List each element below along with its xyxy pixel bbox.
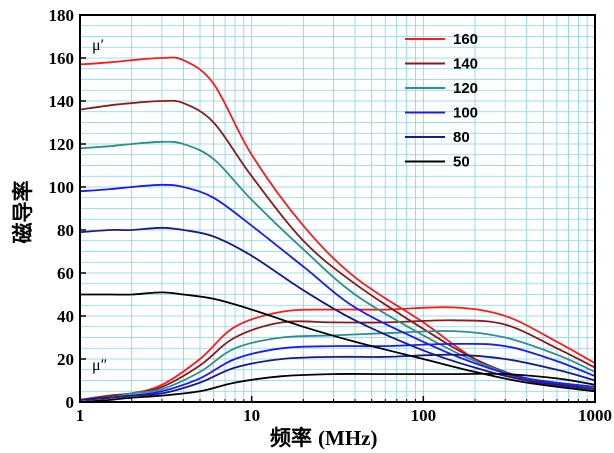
series-line-mu-prime-80 <box>79 226 596 390</box>
x-tick-label: 1000 <box>578 406 612 425</box>
y-tick-label: 100 <box>49 178 75 197</box>
legend-label-50: 50 <box>453 154 470 171</box>
series-line-mu-double-prime-120 <box>79 330 596 401</box>
y-axis-title: 磁导率 <box>11 181 35 244</box>
legend-label-120: 120 <box>453 80 478 97</box>
y-tick-label: 20 <box>57 350 74 369</box>
x-tick-label: 100 <box>411 406 437 425</box>
legend-label-140: 140 <box>453 56 478 73</box>
mu-prime-label: μ′ <box>92 37 104 54</box>
series-line-mu-double-prime-160 <box>79 306 596 401</box>
mu-double-prime-label: μ″ <box>92 357 107 374</box>
grid-lines <box>80 15 595 402</box>
y-tick-label: 40 <box>57 307 74 326</box>
x-tick-label: 1 <box>76 406 85 425</box>
legend-label-160: 160 <box>453 31 478 48</box>
x-axis-title: 频率 <box>270 426 312 450</box>
y-tick-label: 60 <box>57 264 74 283</box>
series-line-mu-prime-50 <box>80 291 596 393</box>
series-line-mu-prime-140 <box>79 99 596 390</box>
series-line-mu-prime-100 <box>79 183 596 388</box>
series-line-mu-double-prime-140 <box>79 319 596 401</box>
y-tick-label: 0 <box>66 393 75 412</box>
plot-frame <box>79 14 596 403</box>
legend-label-80: 80 <box>453 129 470 146</box>
legend: 160 140 120 100 80 50 <box>405 31 478 171</box>
y-tick-label: 180 <box>49 6 75 25</box>
axis-ticks: 0 20 40 60 80 100 120 140 160 180 1 10 100 1000 <box>49 6 613 425</box>
series-line-mu-double-prime-50 <box>79 372 596 403</box>
series-line-mu-double-prime-80 <box>79 353 596 401</box>
series-lines <box>79 56 596 403</box>
legend-label-100: 100 <box>453 105 478 122</box>
y-tick-label: 80 <box>57 221 74 240</box>
y-tick-label: 120 <box>49 135 75 154</box>
x-axis-unit: (MHz) <box>318 426 377 450</box>
x-tick-label: 10 <box>243 406 260 425</box>
y-tick-label: 160 <box>49 49 75 68</box>
y-tick-label: 140 <box>49 92 75 111</box>
series-line-mu-prime-120 <box>79 140 596 388</box>
